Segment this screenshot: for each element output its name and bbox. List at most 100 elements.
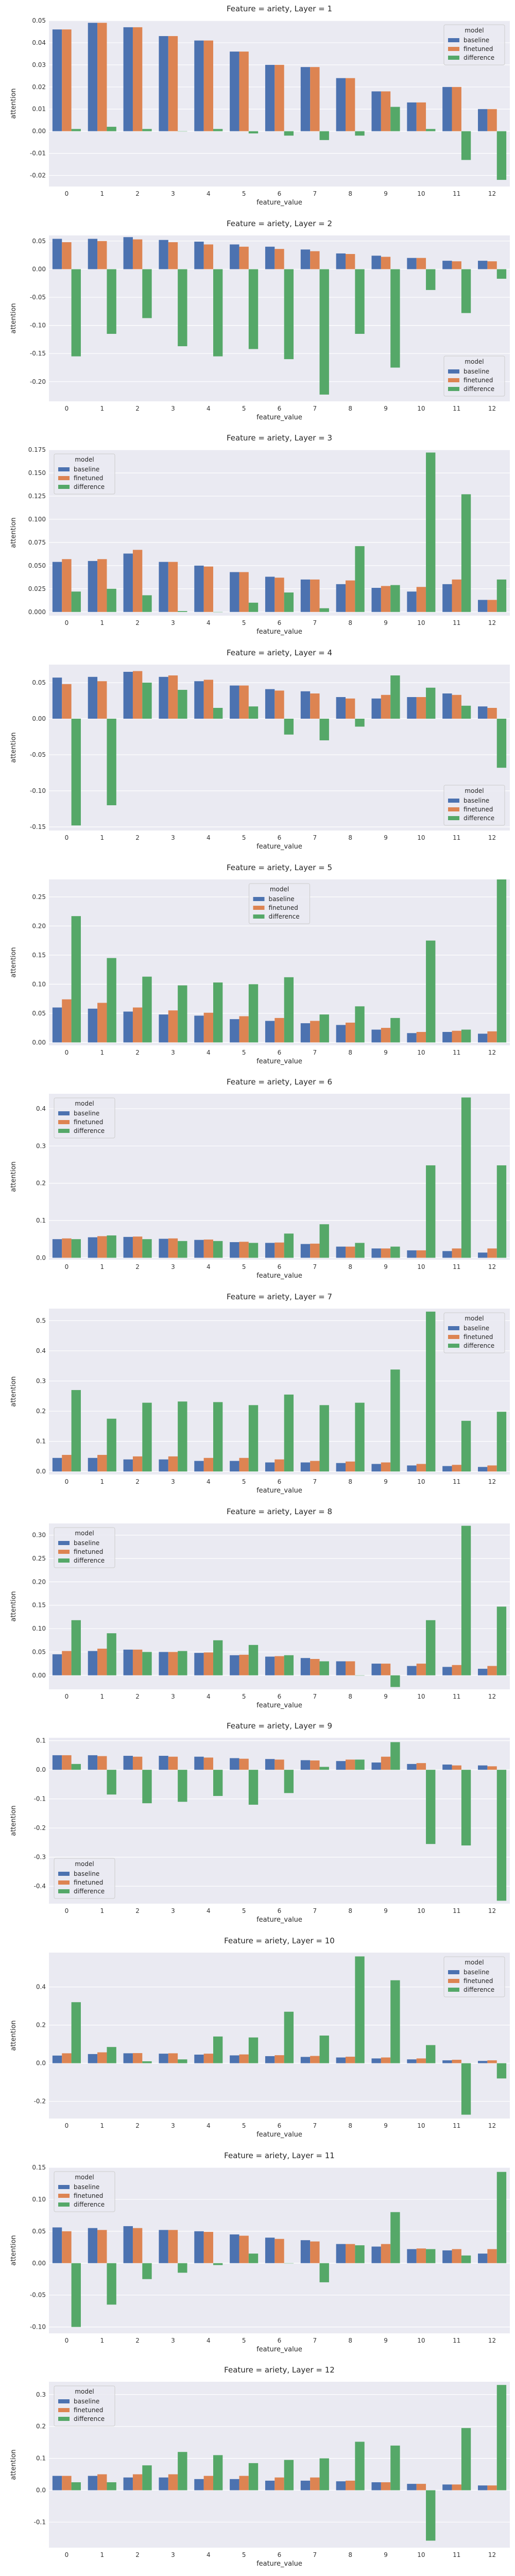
y-tick-label: 0.3: [36, 2391, 46, 2398]
chart-panel-layer-10: Feature = ariety, Layer = 10 -0.2 0.0 0.2 0.…: [10, 1936, 510, 2139]
legend-swatch-baseline: [58, 2184, 70, 2189]
legend-label-difference: difference: [74, 1888, 105, 1895]
bar-finetuned-9: [381, 1027, 391, 1043]
bar-baseline-11: [442, 2060, 452, 2063]
bar-finetuned-7: [310, 67, 320, 131]
bar-difference-2: [142, 269, 152, 318]
bar-difference-6: [284, 2011, 294, 2063]
bar-finetuned-12: [487, 1465, 497, 1472]
y-tick-label: -0.3: [34, 1854, 46, 1861]
x-tick-label: 4: [207, 1478, 211, 1485]
bar-finetuned-1: [97, 241, 107, 269]
chart-panel-layer-4: Feature = ariety, Layer = 4 -0.15 -0.10 -0.…: [10, 648, 510, 851]
bar-difference-11: [461, 1770, 471, 1846]
bar-baseline-7: [300, 67, 311, 131]
legend-title: model: [465, 1959, 484, 1966]
y-tick-label: -0.05: [30, 2291, 46, 2298]
legend-label-difference: difference: [74, 2415, 105, 2422]
bar-finetuned-5: [239, 2235, 249, 2263]
bar-baseline-7: [300, 2240, 311, 2263]
legend-swatch-finetuned: [448, 1334, 459, 1339]
bar-difference-2: [142, 1652, 152, 1675]
bar-finetuned-0: [62, 999, 72, 1042]
bar-baseline-4: [194, 1757, 204, 1770]
x-axis-label: feature_value: [256, 628, 302, 636]
bar-difference-1: [107, 2263, 116, 2304]
legend-label-baseline: baseline: [74, 1110, 99, 1117]
bar-difference-7: [319, 131, 329, 140]
bar-baseline-11: [442, 1765, 452, 1770]
y-tick-label: 0.30: [32, 1531, 46, 1538]
bar-finetuned-10: [416, 2058, 426, 2063]
bar-finetuned-12: [487, 600, 497, 613]
bar-difference-5: [248, 706, 259, 719]
x-tick-label: 7: [313, 1263, 317, 1270]
bar-finetuned-1: [97, 2474, 107, 2490]
x-tick-label: 10: [417, 190, 425, 197]
bar-finetuned-3: [168, 2474, 178, 2490]
bar-baseline-5: [230, 1758, 239, 1770]
x-tick-label: 8: [348, 1263, 352, 1270]
y-tick-label: 0.00: [32, 1039, 46, 1046]
legend-label-difference: difference: [464, 1342, 494, 1349]
y-tick-label: -0.10: [30, 321, 46, 329]
legend-swatch-difference: [58, 2202, 70, 2207]
bar-finetuned-3: [168, 1757, 178, 1770]
bar-difference-4: [213, 1640, 223, 1675]
x-tick-label: 12: [488, 190, 496, 197]
legend-swatch-baseline: [448, 1970, 459, 1974]
x-tick-label: 6: [278, 1693, 282, 1700]
bar-finetuned-7: [310, 1244, 320, 1258]
bar-baseline-2: [123, 2226, 133, 2263]
bar-finetuned-2: [132, 2228, 143, 2263]
bar-difference-8: [355, 1402, 365, 1472]
x-axis-label: feature_value: [256, 1916, 302, 1924]
chart-title: Feature = ariety, Layer = 10: [224, 1936, 335, 1945]
bar-finetuned-12: [487, 261, 497, 269]
bar-baseline-9: [371, 1464, 381, 1472]
y-tick-label: 0.2: [36, 1180, 46, 1187]
legend-swatch-finetuned: [448, 807, 459, 811]
bar-finetuned-7: [310, 2241, 320, 2263]
bar-baseline-11: [442, 1466, 452, 1472]
bar-baseline-8: [336, 1246, 346, 1258]
bar-baseline-2: [123, 236, 133, 269]
bar-baseline-10: [407, 1465, 417, 1472]
bar-difference-8: [355, 269, 365, 334]
bar-baseline-12: [478, 1252, 488, 1258]
bar-difference-6: [284, 718, 294, 735]
x-tick-label: 12: [488, 1907, 496, 1914]
bar-finetuned-5: [239, 2476, 249, 2490]
bar-difference-11: [461, 131, 471, 160]
bar-baseline-3: [159, 676, 168, 719]
bar-baseline-11: [442, 693, 452, 719]
bar-finetuned-9: [381, 586, 391, 613]
y-tick-label: 0.000: [28, 608, 46, 616]
bar-baseline-12: [478, 109, 488, 131]
bar-finetuned-5: [239, 52, 249, 131]
bar-baseline-4: [194, 681, 204, 719]
bar-difference-5: [248, 2037, 259, 2063]
bar-finetuned-0: [62, 1755, 72, 1770]
legend-box: [443, 785, 505, 826]
bar-finetuned-3: [168, 562, 178, 613]
legend-label-baseline: baseline: [74, 466, 99, 473]
bar-baseline-11: [442, 260, 452, 269]
bar-finetuned-12: [487, 1766, 497, 1770]
bar-difference-11: [461, 1029, 471, 1042]
x-tick-label: 1: [100, 2337, 104, 2344]
bar-difference-3: [178, 269, 187, 346]
bar-difference-6: [284, 269, 294, 359]
legend-swatch-difference: [448, 55, 459, 60]
bar-difference-2: [142, 1770, 152, 1804]
x-axis-label: feature_value: [256, 1702, 302, 1709]
chart-title: Feature = ariety, Layer = 6: [227, 1077, 332, 1087]
bar-finetuned-5: [239, 685, 249, 719]
y-tick-label: 0.0: [36, 1255, 46, 1262]
legend-label-baseline: baseline: [464, 37, 489, 44]
legend-label-baseline: baseline: [464, 1325, 489, 1332]
legend-swatch-difference: [58, 1129, 70, 1133]
bar-finetuned-5: [239, 1458, 249, 1472]
